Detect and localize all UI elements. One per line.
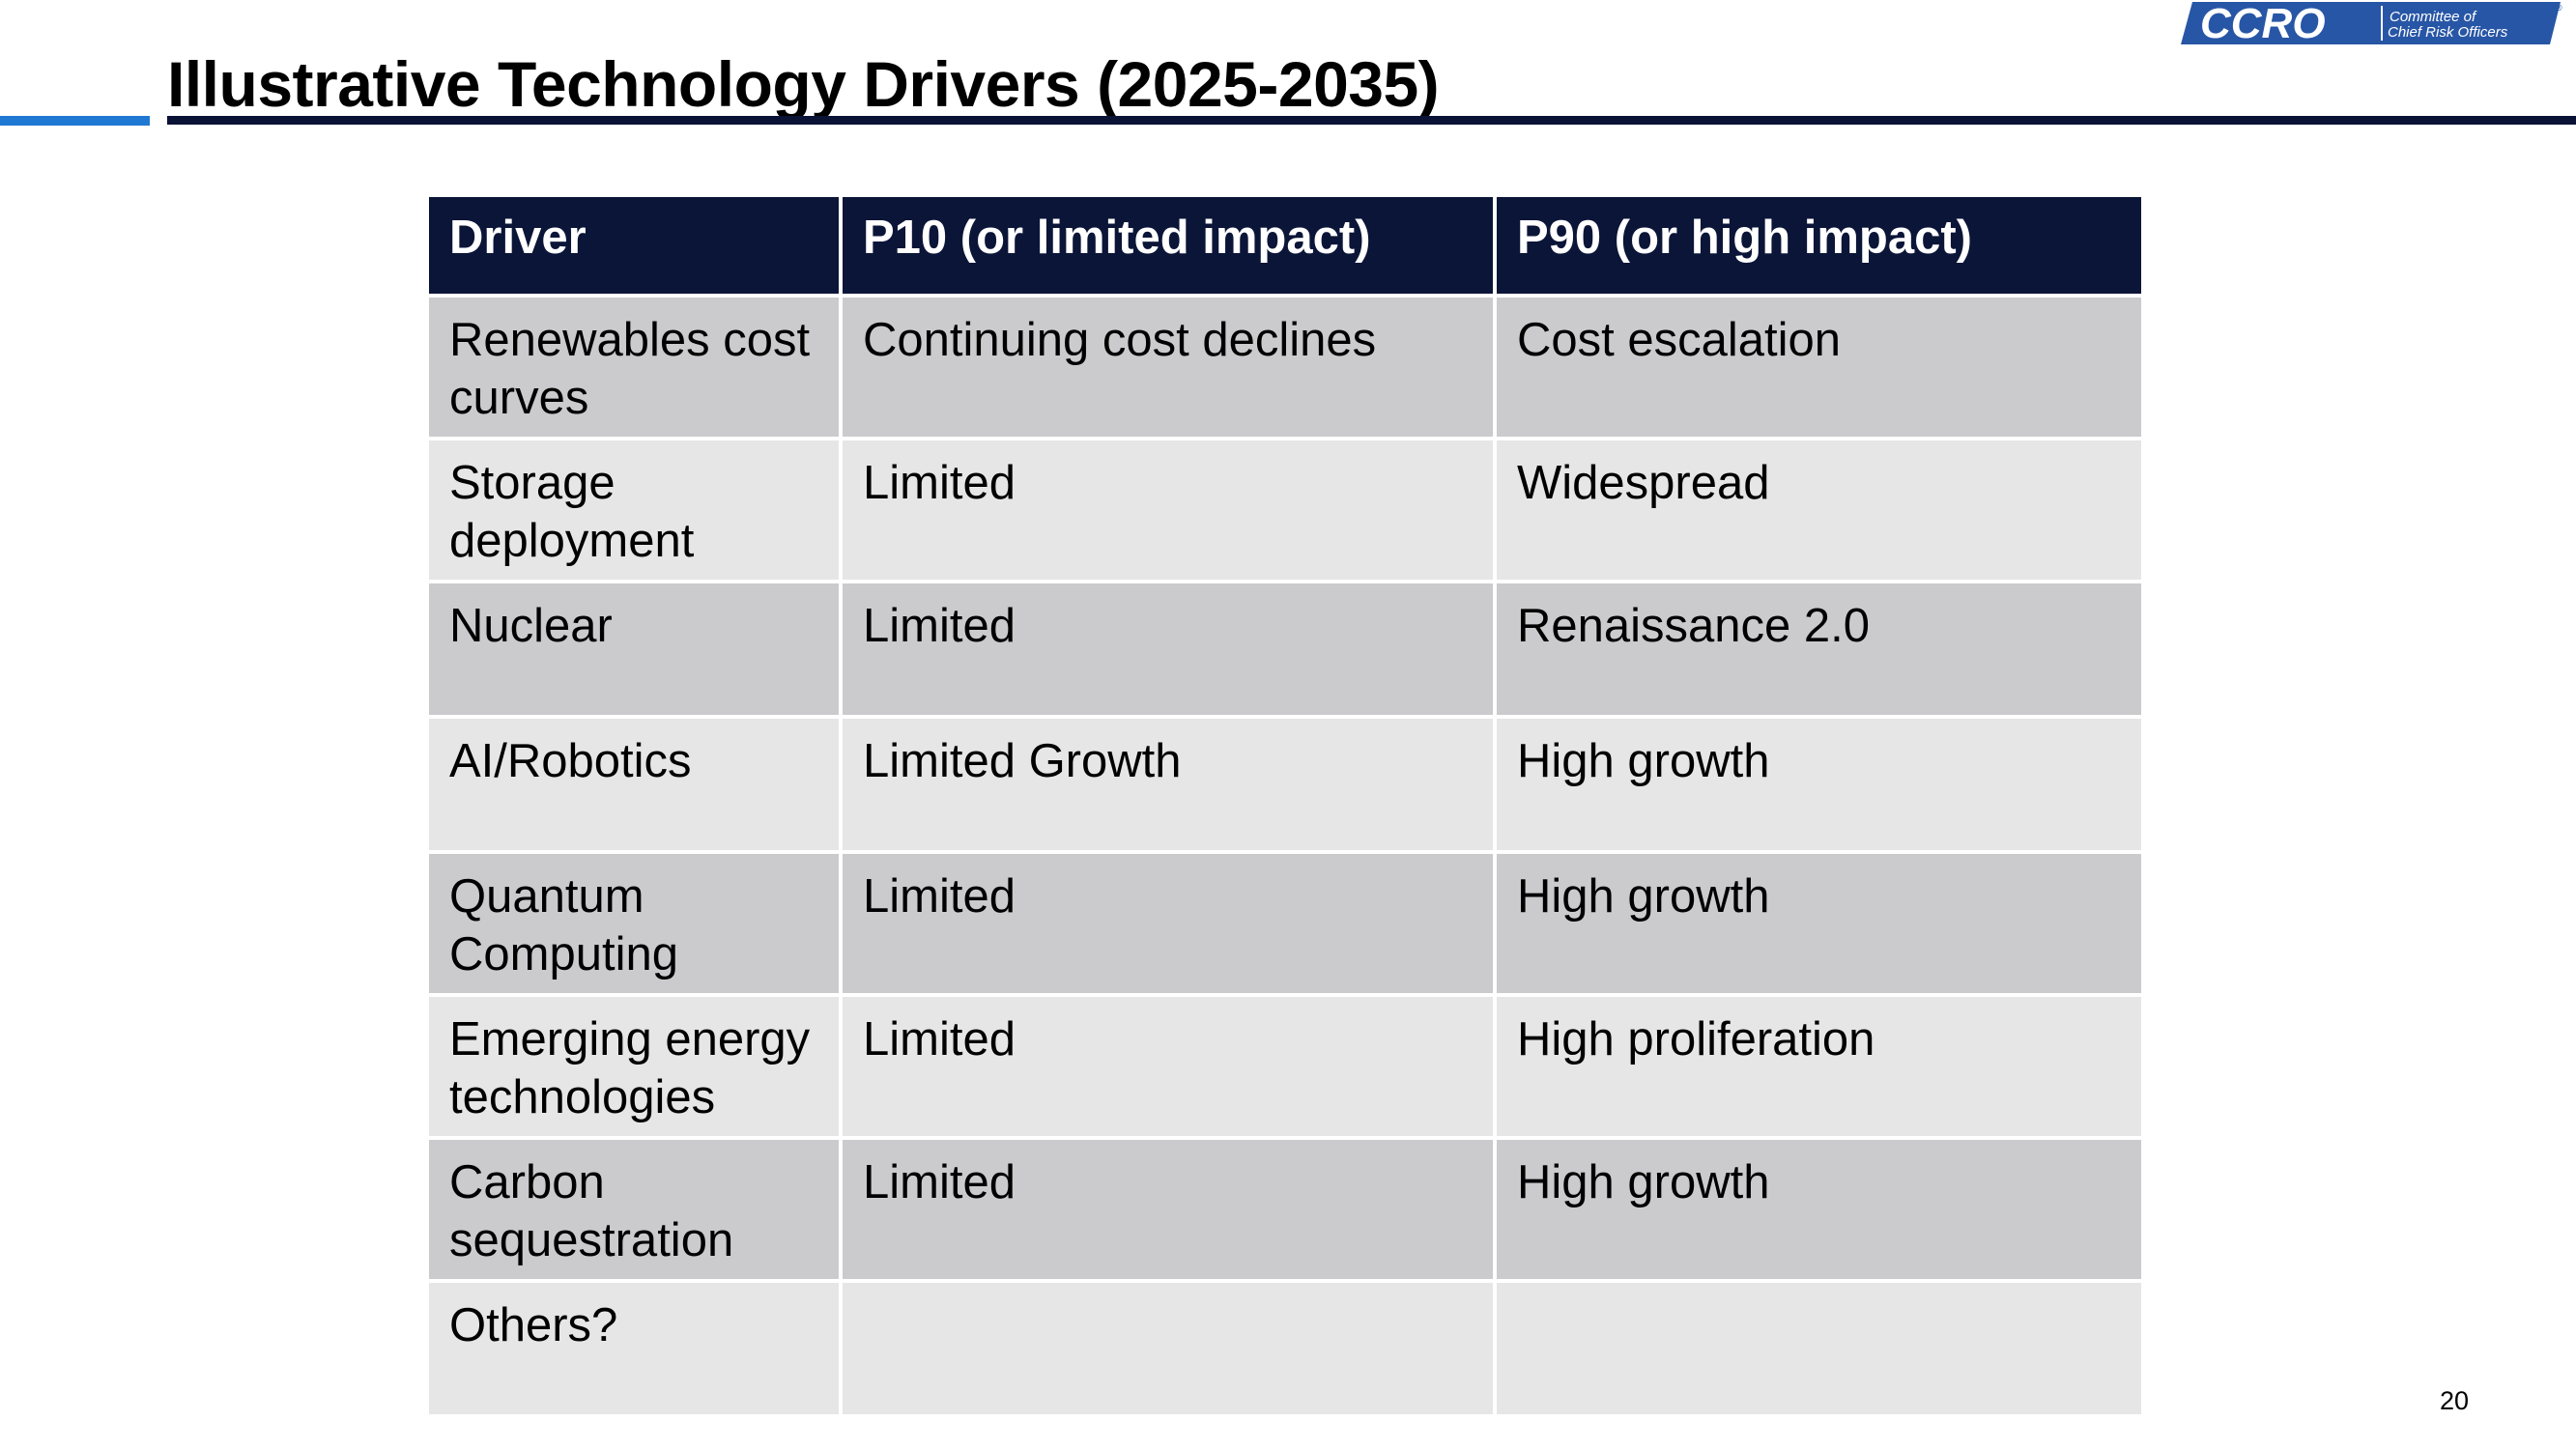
- p90-cell: Cost escalation: [1493, 294, 2145, 440]
- driver-cell: Renewables cost curves: [425, 294, 843, 440]
- table-row: AI/Robotics Limited Growth High growth: [425, 715, 2145, 854]
- driver-cell: Nuclear: [425, 580, 843, 719]
- header-p90: P90 (or high impact): [1493, 193, 2145, 298]
- p10-cell: Limited: [839, 437, 1497, 583]
- table-row: Others?: [425, 1279, 2145, 1418]
- p10-cell: Limited: [839, 850, 1497, 997]
- p10-cell: Limited: [839, 1136, 1497, 1283]
- p90-cell: High growth: [1493, 850, 2145, 997]
- logo-tagline-line2: Chief Risk Officers: [2388, 24, 2508, 41]
- driver-cell: Emerging energy technologies: [425, 993, 843, 1140]
- p10-cell: Limited: [839, 993, 1497, 1140]
- ccro-logo: CCRO Committee of Chief Risk Officers ®: [2179, 0, 2565, 46]
- logo-registered-mark: ®: [2556, 3, 2562, 13]
- driver-cell: AI/Robotics: [425, 715, 843, 854]
- table-row: Quantum Computing Limited High growth: [425, 850, 2145, 997]
- title-accent-line: [0, 116, 150, 126]
- logo-tagline-line1: Committee of: [2390, 9, 2477, 25]
- table-row: Renewables cost curves Continuing cost d…: [425, 294, 2145, 440]
- p10-cell: Limited Growth: [839, 715, 1497, 854]
- table-row: Nuclear Limited Renaissance 2.0: [425, 580, 2145, 719]
- driver-cell: Others?: [425, 1279, 843, 1418]
- table-row: Storage deployment Limited Widespread: [425, 437, 2145, 583]
- p90-cell: High proliferation: [1493, 993, 2145, 1140]
- p90-cell: High growth: [1493, 1136, 2145, 1283]
- technology-drivers-table: Driver P10 (or limited impact) P90 (or h…: [425, 193, 2145, 1418]
- p10-cell: Continuing cost declines: [839, 294, 1497, 440]
- p90-cell: Renaissance 2.0: [1493, 580, 2145, 719]
- driver-cell: Storage deployment: [425, 437, 843, 583]
- table-row: Emerging energy technologies Limited Hig…: [425, 993, 2145, 1140]
- driver-cell: Carbon sequestration: [425, 1136, 843, 1283]
- driver-cell: Quantum Computing: [425, 850, 843, 997]
- page-number: 20: [2440, 1386, 2470, 1415]
- title-underline-rule: [167, 116, 2576, 125]
- logo-wordmark: CCRO: [2200, 0, 2326, 46]
- slide-title: Illustrative Technology Drivers (2025-20…: [167, 48, 1440, 120]
- table-row: Carbon sequestration Limited High growth: [425, 1136, 2145, 1283]
- p10-cell: [839, 1279, 1497, 1418]
- p90-cell: High growth: [1493, 715, 2145, 854]
- p90-cell: Widespread: [1493, 437, 2145, 583]
- p10-cell: Limited: [839, 580, 1497, 719]
- p90-cell: [1493, 1279, 2145, 1418]
- header-driver: Driver: [425, 193, 843, 298]
- table-header-row: Driver P10 (or limited impact) P90 (or h…: [425, 193, 2145, 298]
- header-p10: P10 (or limited impact): [839, 193, 1497, 298]
